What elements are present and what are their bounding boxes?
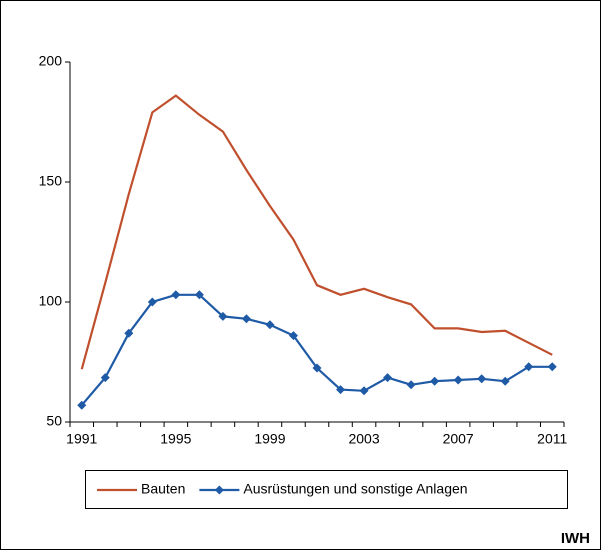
series-line	[80, 94, 553, 370]
x-tick-label: 2003	[348, 431, 379, 447]
legend-marker	[214, 485, 224, 495]
point	[500, 376, 510, 386]
point	[336, 385, 346, 395]
annotation: IWH	[561, 530, 590, 547]
point	[241, 314, 251, 324]
point	[265, 320, 275, 330]
point	[147, 297, 157, 307]
point	[100, 373, 110, 383]
y-tick-label: 200	[39, 53, 63, 69]
legend-box	[85, 470, 568, 509]
point	[524, 362, 534, 372]
point	[124, 328, 134, 338]
point	[194, 290, 204, 300]
y-tick-label: 150	[39, 173, 63, 189]
point	[359, 386, 369, 396]
y-tick-label: 50	[46, 413, 62, 429]
x-tick-label: 2007	[443, 431, 474, 447]
point	[406, 380, 416, 390]
point	[453, 375, 463, 385]
x-tick-label: 1999	[254, 431, 285, 447]
x-tick-label: 1995	[160, 431, 191, 447]
y-tick-label: 100	[39, 293, 63, 309]
point	[547, 362, 557, 372]
legend-label: Bauten	[141, 481, 185, 497]
point	[383, 373, 393, 383]
x-tick-label: 2011	[537, 431, 567, 447]
point	[218, 311, 228, 321]
point	[171, 290, 181, 300]
point	[77, 400, 87, 410]
x-tick-label: 1991	[66, 431, 97, 447]
point	[430, 376, 440, 386]
point	[477, 374, 487, 384]
point	[288, 331, 298, 341]
legend-label: Ausrüstungen und sonstige Anlagen	[243, 481, 467, 497]
point	[312, 363, 322, 373]
